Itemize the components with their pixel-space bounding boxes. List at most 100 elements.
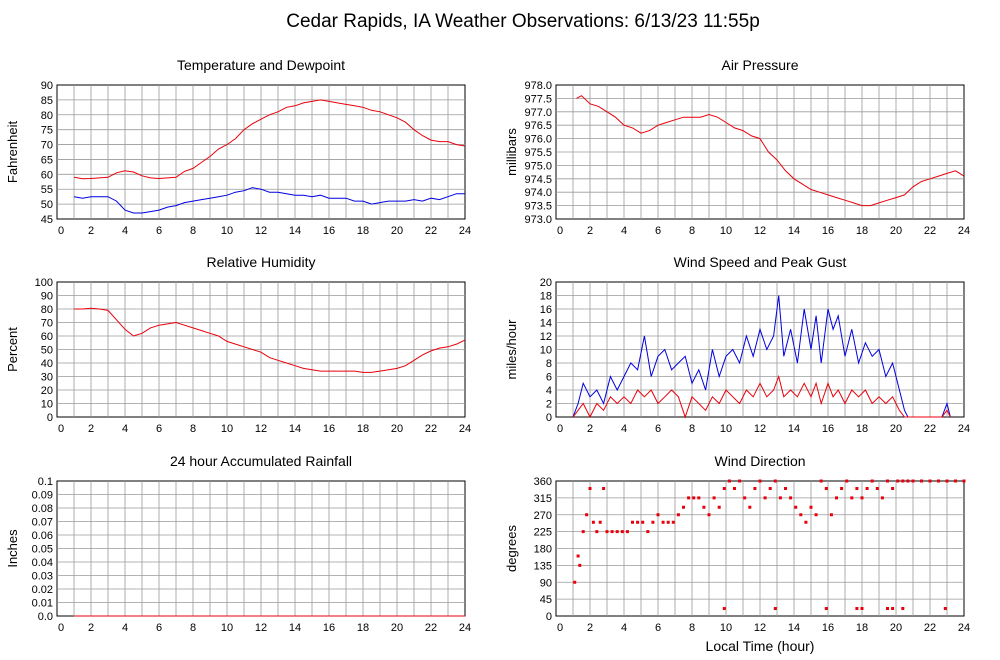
x-tick-label: 16 <box>822 225 834 237</box>
x-tick-label: 22 <box>425 423 437 435</box>
y-tick-label: 976.5 <box>524 120 552 132</box>
data-point <box>814 513 818 517</box>
data-point <box>784 487 787 490</box>
x-axis-label: Local Time (hour) <box>706 638 815 654</box>
y-tick-label: 0.06 <box>32 530 53 542</box>
data-point <box>773 607 777 610</box>
y-axis-label: millibars <box>504 128 519 176</box>
data-point <box>625 530 629 534</box>
data-point <box>727 479 731 483</box>
data-point <box>855 607 859 610</box>
y-tick-label: 0.03 <box>32 571 53 583</box>
data-point <box>733 487 736 490</box>
x-tick-label: 8 <box>689 423 695 435</box>
data-point <box>591 520 595 524</box>
y-tick-label: 977.5 <box>524 93 552 105</box>
y-tick-label: 0 <box>546 611 552 623</box>
x-tick-label: 22 <box>924 225 936 237</box>
y-tick-label: 20 <box>540 277 552 289</box>
series-line-1 <box>576 95 965 207</box>
data-point <box>605 530 609 534</box>
x-tick-label: 10 <box>720 423 732 435</box>
x-tick-label: 0 <box>58 423 64 435</box>
x-tick-label: 12 <box>255 622 267 634</box>
x-tick-label: 20 <box>890 225 902 237</box>
data-point <box>901 607 905 610</box>
x-tick-label: 14 <box>289 225 301 237</box>
data-point <box>651 520 655 524</box>
x-tick-label: 18 <box>856 225 868 237</box>
data-point <box>773 479 777 483</box>
y-tick-label: 976.0 <box>524 134 552 146</box>
x-tick-label: 6 <box>156 423 162 435</box>
y-tick-label: 30 <box>41 372 53 384</box>
y-axis-label: miles/hour <box>504 319 519 380</box>
x-tick-label: 18 <box>357 423 369 435</box>
y-tick-label: 8 <box>546 358 552 370</box>
x-tick-label: 20 <box>890 622 902 634</box>
data-point <box>850 496 854 500</box>
data-point <box>824 487 828 490</box>
chart-title: Air Pressure <box>721 57 798 73</box>
x-tick-label: 22 <box>425 225 437 237</box>
series-line-1 <box>572 295 951 418</box>
x-tick-label: 22 <box>425 622 437 634</box>
x-tick-label: 16 <box>822 423 834 435</box>
x-tick-label: 8 <box>190 622 196 634</box>
x-tick-label: 18 <box>856 423 868 435</box>
x-tick-label: 0 <box>557 423 563 435</box>
x-tick-label: 4 <box>621 225 627 237</box>
x-tick-label: 0 <box>58 622 64 634</box>
y-tick-label: 0.02 <box>32 584 53 596</box>
data-point <box>588 487 592 490</box>
data-point <box>943 607 947 610</box>
y-tick-label: 45 <box>41 214 53 226</box>
y-tick-label: 10 <box>540 345 552 357</box>
y-tick-label: 80 <box>41 304 53 316</box>
data-point <box>809 505 813 509</box>
data-point <box>636 520 640 524</box>
data-point <box>581 530 585 534</box>
data-point <box>896 479 900 483</box>
x-tick-label: 8 <box>190 225 196 237</box>
x-tick-label: 6 <box>655 423 661 435</box>
y-tick-label: 12 <box>540 331 552 343</box>
y-tick-label: 225 <box>534 527 552 539</box>
chart-panel-3: Relative HumidityPercent0102030405060708… <box>5 254 471 435</box>
data-point <box>768 487 772 490</box>
x-tick-label: 12 <box>255 225 267 237</box>
y-tick-label: 0.01 <box>32 598 53 610</box>
data-point <box>778 496 782 500</box>
data-point <box>631 520 634 524</box>
x-tick-label: 20 <box>391 622 403 634</box>
data-point <box>692 496 696 500</box>
y-tick-label: 975.0 <box>524 160 552 172</box>
y-tick-label: 40 <box>41 358 53 370</box>
y-tick-label: 55 <box>41 184 53 196</box>
x-tick-label: 12 <box>754 225 766 237</box>
data-point <box>748 505 752 509</box>
data-point <box>789 496 793 500</box>
data-point <box>763 496 767 500</box>
y-tick-label: 10 <box>41 399 53 411</box>
x-tick-label: 6 <box>156 225 162 237</box>
x-tick-label: 14 <box>788 225 800 237</box>
series-line-1 <box>73 99 466 180</box>
x-tick-label: 2 <box>587 622 593 634</box>
y-tick-label: 14 <box>540 318 552 330</box>
y-tick-label: 973.5 <box>524 201 552 213</box>
x-tick-label: 8 <box>689 622 695 634</box>
x-tick-label: 10 <box>720 622 732 634</box>
y-tick-label: 974.5 <box>524 174 552 186</box>
y-tick-label: 978.0 <box>524 80 552 92</box>
data-point <box>860 607 864 610</box>
data-point <box>954 479 957 483</box>
data-point <box>937 479 940 483</box>
y-tick-label: 45 <box>540 594 552 606</box>
y-axis-label: Percent <box>5 327 20 372</box>
data-point <box>682 505 685 509</box>
y-tick-label: 0 <box>47 412 53 424</box>
data-point <box>911 479 915 483</box>
y-tick-label: 0.0 <box>38 611 53 623</box>
data-point <box>573 580 577 584</box>
